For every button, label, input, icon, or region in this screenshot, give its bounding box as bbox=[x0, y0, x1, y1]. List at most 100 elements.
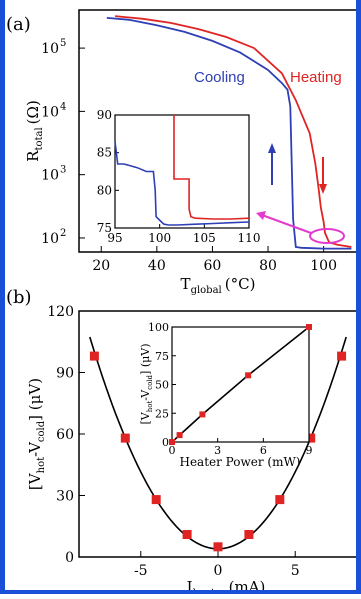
panel-a-ytick-exponent: 5 bbox=[60, 38, 66, 49]
panel-a-inset-ytick-label: 75 bbox=[97, 221, 112, 235]
panel-a-ytick-label: 10 bbox=[41, 168, 59, 184]
panel-a-label: (a) bbox=[6, 14, 31, 35]
panel-b-data-point bbox=[306, 433, 316, 443]
panel-b-ytick-label: 120 bbox=[47, 304, 74, 320]
svg-text:Rtotal(Ω): Rtotal (Ω) bbox=[24, 100, 45, 162]
panel-b-ytick-label: 30 bbox=[56, 489, 74, 505]
panel-a-ytick-label: 10 bbox=[41, 41, 59, 57]
panel-b-inset-xtick-label: 6 bbox=[260, 444, 267, 457]
panel-b-inset-xlabel: Heater Power (mW) bbox=[179, 455, 300, 469]
panel-a-series bbox=[106, 15, 352, 250]
panel-b-inset-ylabel-e: ] (μV) bbox=[139, 344, 152, 375]
panel-b-ytick-label: 60 bbox=[56, 427, 74, 443]
panel-b-inset-data-point bbox=[169, 439, 175, 445]
panel-a-inset-ytick-label: 85 bbox=[97, 146, 112, 160]
panel-b-label: (b) bbox=[6, 287, 32, 308]
panel-b-xlabel-main: I bbox=[187, 578, 193, 594]
panel-b-ytick-label: 0 bbox=[65, 550, 74, 566]
panel-b-inset: 0 3 6 9 0 25 50 75 100 Heater Power (mW) [Vhot-V… bbox=[139, 321, 313, 469]
panel-a-inset-xtick-label: 110 bbox=[238, 231, 261, 245]
panel-a-inset-ytick-label: 80 bbox=[97, 183, 112, 197]
panel-a-xlabel-main: T bbox=[181, 275, 191, 293]
cooling-arrow bbox=[268, 143, 276, 185]
panel-a-inset-series-cooling bbox=[114, 141, 250, 226]
panel-b-inset-xtick-label: 3 bbox=[214, 444, 221, 457]
panel-b-inset-xtick-label: 9 bbox=[306, 444, 313, 457]
panel-b-series bbox=[89, 336, 347, 552]
panel-b-inset-xtick-label: 0 bbox=[169, 444, 176, 457]
panel-b-ylabel: [Vhot-Vcold] (μV) bbox=[26, 378, 47, 490]
panel-a-inset: 95 100 105 110 75 80 85 90 bbox=[97, 108, 261, 245]
panel-b-inset-ylabel-d: cold bbox=[146, 374, 154, 389]
svg-text:[Vhot-Vcold] (μV): [Vhot-Vcold] (μV) bbox=[139, 344, 154, 425]
panel-b-inset-series bbox=[169, 324, 312, 445]
panel-b-inset-ylabel: [Vhot-Vcold] (μV) bbox=[139, 344, 154, 425]
panel-a-xtick-label: 100 bbox=[310, 258, 337, 274]
panel-b-inset-data-point bbox=[176, 432, 183, 439]
panel-b-ylabel-b: hot bbox=[36, 457, 47, 473]
panel-b-inset-ylabel-c: -V bbox=[139, 389, 152, 401]
panel-a-ytick-exponent: 4 bbox=[60, 101, 66, 112]
panel-a-ylabel-unit: (Ω) bbox=[24, 100, 42, 124]
panel-a-ytick-label: 10 bbox=[41, 231, 59, 247]
panel-a-inset-xtick-label: 95 bbox=[107, 231, 122, 245]
panel-b-xtick-label: 0 bbox=[214, 563, 223, 579]
panel-b-data-point bbox=[275, 495, 285, 505]
panel-a-xlabel-sub: global bbox=[191, 285, 222, 296]
panel-a-inset-series bbox=[114, 115, 250, 226]
panel-b-inset-axes: 0 3 6 9 0 25 50 75 100 bbox=[148, 321, 313, 457]
panel-a-xtick-label: 60 bbox=[204, 258, 222, 274]
panel-b-inset-data-point bbox=[199, 411, 206, 418]
panel-a-xlabel-unit: (°C) bbox=[225, 275, 256, 293]
panel-b-data-point bbox=[337, 351, 347, 361]
panel-a-inset-ytick-label: 90 bbox=[97, 108, 112, 122]
panel-b-inset-data-point bbox=[306, 324, 312, 330]
panel-a-ylabel: Rtotal (Ω) bbox=[24, 100, 45, 162]
panel-a-xtick-label: 20 bbox=[92, 258, 110, 274]
panel-b-inset-data-point bbox=[245, 372, 252, 379]
panel-b-ylabel-e: ] (μV) bbox=[26, 378, 44, 421]
panel-b-data-point bbox=[120, 433, 130, 443]
panel-b-inset-ytick-label: 0 bbox=[162, 436, 169, 449]
panel-a-inset-axes: 95 100 105 110 75 80 85 90 bbox=[97, 108, 261, 245]
panel-b-inset-ytick-label: 50 bbox=[155, 379, 169, 392]
zoom-pointer-arrow bbox=[256, 211, 312, 234]
panel-b-inset-ylabel-b: hot bbox=[146, 401, 154, 413]
panel-a-series-heating bbox=[115, 15, 352, 248]
panel-b-inset-ytick-label: 100 bbox=[148, 321, 169, 334]
panel-b-inset-ytick-label: 75 bbox=[155, 350, 169, 363]
panel-a-inset-frame bbox=[114, 114, 250, 229]
panel-a-series-cooling bbox=[106, 17, 352, 250]
panel-b-ytick-label: 90 bbox=[56, 366, 74, 382]
panel-a-ytick-label: 10 bbox=[41, 104, 59, 120]
panel-b-inset-ytick-label: 25 bbox=[155, 407, 169, 420]
panel-b-inset-ylabel-a: [V bbox=[139, 411, 152, 424]
panel-a-xlabel: Tglobal (°C) bbox=[181, 275, 256, 296]
panel-a-annotation-cooling: Cooling bbox=[194, 69, 245, 86]
panel-b-data-point bbox=[89, 351, 99, 361]
panel-a-xtick-label: 40 bbox=[148, 258, 166, 274]
panel-a-ytick-exponent: 2 bbox=[60, 228, 66, 239]
panel-b-data-point bbox=[182, 530, 192, 539]
panel-a-inset-xtick-label: 100 bbox=[148, 231, 171, 245]
panel-a-annotation-heating: Heating bbox=[290, 69, 342, 86]
panel-b-xtick-label: 5 bbox=[291, 563, 300, 579]
panel-b-data-point bbox=[213, 542, 223, 552]
zoom-ellipse bbox=[309, 228, 345, 244]
panel-b-ylabel-d: cold bbox=[36, 420, 47, 442]
heating-arrow bbox=[319, 157, 327, 194]
panel-a-inset-series-heating bbox=[173, 115, 250, 220]
panel-b-data-point bbox=[151, 495, 161, 505]
panel-a-ylabel-sub: total bbox=[34, 127, 45, 150]
panel-a-ylabel-main: R bbox=[24, 150, 42, 162]
panel-b-ylabel-c: -V bbox=[26, 441, 44, 457]
svg-text:[Vhot-Vcold] (μV): [Vhot-Vcold] (μV) bbox=[26, 378, 47, 490]
panel-a-inset-xtick-label: 105 bbox=[193, 231, 216, 245]
